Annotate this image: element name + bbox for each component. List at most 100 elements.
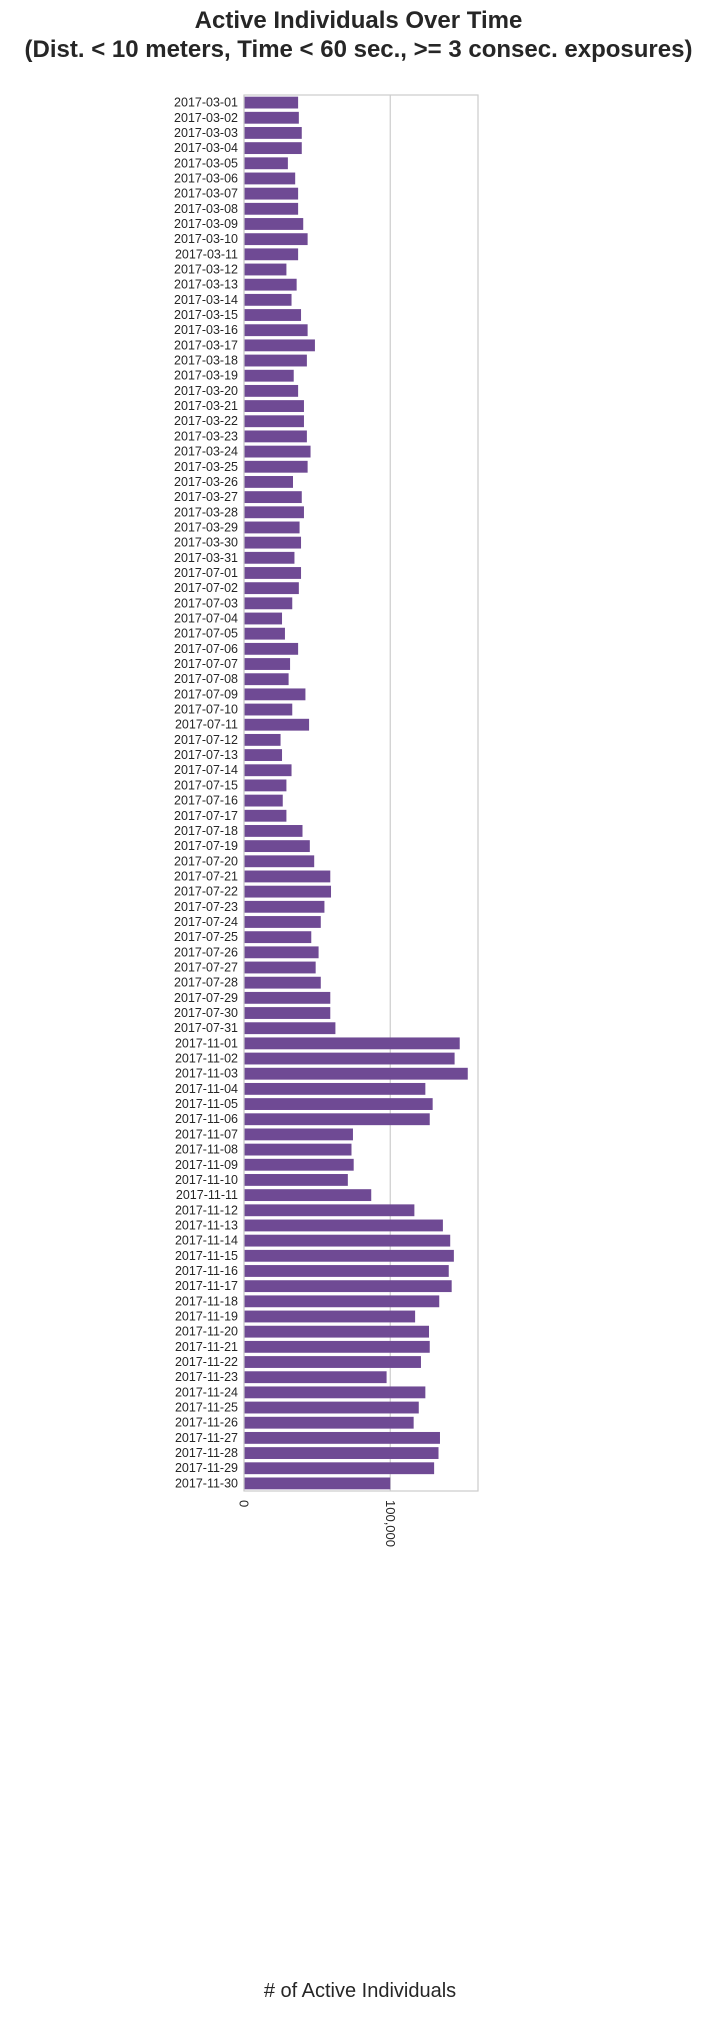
bar — [244, 1371, 387, 1384]
bar — [244, 1477, 391, 1490]
bar — [244, 506, 304, 519]
bar — [244, 536, 302, 549]
bar — [244, 885, 332, 898]
bar — [244, 870, 331, 883]
bar — [244, 202, 299, 215]
bar — [244, 597, 293, 610]
bar — [244, 1052, 455, 1065]
bar — [244, 1143, 352, 1156]
y-tick-label: 2017-07-06 — [174, 642, 238, 656]
y-tick-label: 2017-11-24 — [175, 1385, 238, 1399]
bar — [244, 460, 308, 473]
y-tick-label: 2017-03-07 — [174, 187, 238, 201]
bar — [244, 582, 299, 595]
y-tick-label: 2017-11-25 — [175, 1401, 238, 1415]
bar — [244, 384, 299, 397]
bar — [244, 627, 285, 640]
y-tick-label: 2017-11-15 — [175, 1249, 238, 1263]
y-tick-label: 2017-03-19 — [174, 369, 238, 383]
bar — [244, 1416, 414, 1429]
bar — [244, 263, 287, 276]
y-tick-label: 2017-11-29 — [175, 1461, 238, 1475]
y-tick-label: 2017-07-08 — [174, 672, 238, 686]
y-tick-label: 2017-03-08 — [174, 202, 238, 216]
bar — [244, 476, 293, 488]
bar — [244, 718, 310, 731]
y-tick-label: 2017-03-23 — [174, 429, 238, 443]
bar — [244, 339, 315, 352]
bar — [244, 855, 315, 868]
y-tick-label: 2017-07-11 — [175, 718, 238, 732]
bar — [244, 840, 310, 853]
y-tick-label: 2017-07-12 — [174, 733, 238, 747]
bar — [244, 400, 304, 412]
y-tick-label: 2017-11-08 — [175, 1143, 238, 1157]
y-tick-label: 2017-03-13 — [174, 278, 238, 292]
y-tick-label: 2017-11-05 — [175, 1097, 238, 1111]
bar — [244, 916, 321, 928]
bar — [244, 703, 293, 716]
y-tick-label: 2017-11-13 — [175, 1218, 238, 1232]
y-tick-label: 2017-03-14 — [174, 293, 238, 307]
bar — [244, 1037, 460, 1050]
x-axis-label: # of Active Individuals — [263, 1980, 457, 2002]
bar — [244, 749, 283, 761]
bar — [244, 1219, 443, 1232]
y-tick-label: 2017-03-21 — [174, 399, 238, 413]
y-tick-label: 2017-03-18 — [174, 354, 238, 368]
bar — [244, 127, 302, 139]
bar — [244, 1386, 426, 1399]
bar — [244, 1174, 348, 1186]
y-tick-label: 2017-11-06 — [175, 1112, 238, 1126]
bar — [244, 1204, 415, 1217]
y-tick-label: 2017-03-11 — [175, 247, 238, 261]
y-tick-label: 2017-11-28 — [175, 1446, 238, 1460]
chart-title: Active Individuals Over Time (Dist. < 10… — [0, 6, 717, 64]
bar — [244, 1340, 430, 1353]
chart-title-line-2: (Dist. < 10 meters, Time < 60 sec., >= 3… — [24, 36, 693, 63]
bar — [244, 491, 302, 504]
y-tick-label: 2017-07-19 — [174, 839, 238, 853]
bar — [244, 1295, 440, 1308]
y-tick-label: 2017-11-20 — [175, 1325, 238, 1339]
y-tick-label: 2017-03-09 — [174, 217, 238, 231]
bar — [244, 1280, 452, 1293]
y-tick-label: 2017-03-01 — [174, 96, 238, 110]
bar — [244, 809, 287, 822]
y-tick-label: 2017-07-22 — [174, 885, 238, 899]
y-tick-label: 2017-03-02 — [174, 111, 238, 125]
bar — [244, 187, 299, 200]
y-tick-label: 2017-03-06 — [174, 171, 238, 185]
y-tick-label: 2017-07-30 — [174, 1006, 238, 1020]
bar — [244, 1356, 421, 1368]
y-tick-label: 2017-03-20 — [174, 384, 238, 398]
bar — [244, 551, 295, 564]
bar — [244, 673, 289, 686]
bar — [244, 733, 281, 746]
bar — [244, 1189, 372, 1202]
y-tick-label: 2017-11-07 — [175, 1127, 238, 1141]
y-tick-label: 2017-07-29 — [174, 991, 238, 1005]
y-tick-label: 2017-03-17 — [174, 338, 238, 352]
bar — [244, 1325, 430, 1338]
y-tick-label: 2017-03-10 — [174, 232, 238, 246]
y-tick-label: 2017-07-05 — [174, 627, 238, 641]
bar — [244, 1158, 354, 1171]
bar — [244, 1128, 353, 1141]
bar — [244, 248, 299, 261]
bar — [244, 1462, 435, 1475]
y-tick-label: 2017-03-24 — [174, 445, 238, 459]
bar — [244, 1067, 468, 1080]
y-tick-label: 2017-07-21 — [174, 869, 238, 883]
y-tick-label: 2017-11-27 — [175, 1431, 238, 1445]
y-tick-label: 2017-03-05 — [174, 156, 238, 170]
y-tick-label: 2017-07-23 — [174, 900, 238, 914]
y-tick-label: 2017-03-31 — [174, 551, 238, 565]
y-tick-label: 2017-11-19 — [175, 1310, 238, 1324]
y-tick-label: 2017-03-15 — [174, 308, 238, 322]
y-tick-label: 2017-11-09 — [175, 1158, 238, 1172]
y-tick-label: 2017-03-28 — [174, 505, 238, 519]
y-tick-label: 2017-07-07 — [174, 657, 238, 671]
y-tick-label: 2017-07-26 — [174, 945, 238, 959]
